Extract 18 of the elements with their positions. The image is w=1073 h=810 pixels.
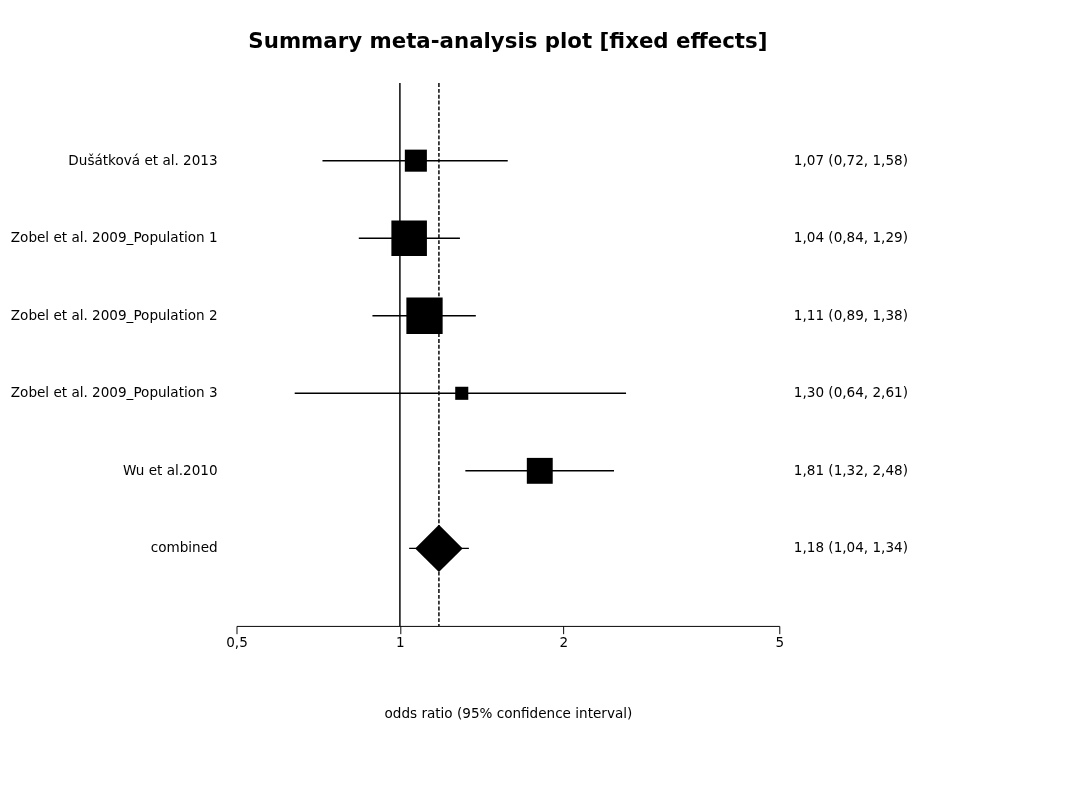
x-tick-label: 2 (559, 633, 569, 650)
x-axis-title: odds ratio (95% confidence interval) (384, 705, 633, 722)
y-tick-label: Zobel et al. 2009_Population 1 (10, 229, 218, 246)
x-tick-label: 0,5 (226, 633, 248, 650)
y-tick-label: Zobel et al. 2009_Population 2 (10, 306, 218, 323)
text: 1,30 (0,64, 2,61) (793, 384, 908, 401)
text: 1,81 (1,32, 2,48) (793, 461, 908, 478)
y-tick-label: Wu et al.2010 (122, 461, 218, 478)
text: 1,18 (1,04, 1,34) (793, 539, 908, 556)
text: 1,07 (0,72, 1,58) (793, 151, 908, 168)
x-tick-label: 1 (396, 633, 405, 650)
chart-title: Summary meta-analysis plot [fixed effects] (248, 28, 768, 54)
y-tick-label: Dušátková et al. 2013 (68, 151, 218, 168)
y-tick-label: combined (150, 539, 218, 556)
x-tick-label: 5 (775, 633, 785, 650)
text: 1,04 (0,84, 1,29) (793, 229, 908, 246)
y-tick-label: Zobel et al. 2009_Population 3 (10, 384, 218, 401)
text: 1,11 (0,89, 1,38) (793, 306, 908, 323)
